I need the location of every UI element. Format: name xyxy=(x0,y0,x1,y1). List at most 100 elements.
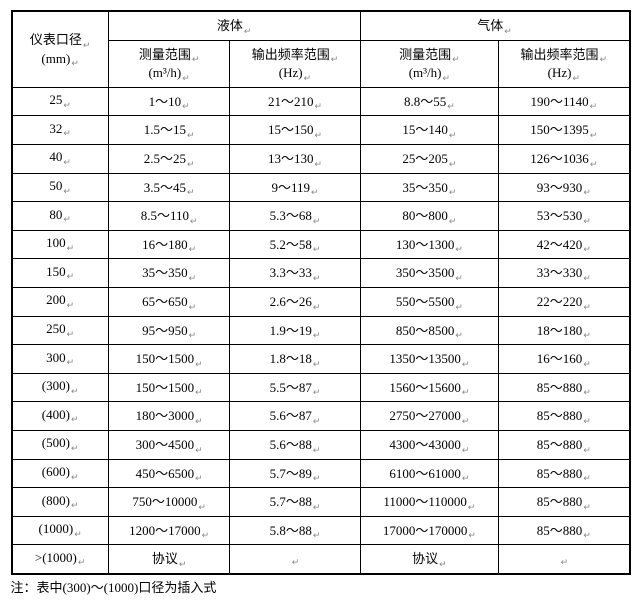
cell-liquid-range: 1～10 xyxy=(108,87,230,116)
cell-dn: (1000) xyxy=(12,516,109,545)
cell-gas-range: 350～3500 xyxy=(360,259,499,288)
header-gas-range: 测量范围 (m³/h) xyxy=(360,40,499,87)
table-row: (400)180～30005.6～872750～2700085～880 xyxy=(12,402,630,431)
cell-liquid-freq: 3.3～33 xyxy=(230,259,360,288)
table-row: 321.5～1515～15015～140150～1395 xyxy=(12,116,630,145)
table-row: 402.5～2513～13025～205126～1036 xyxy=(12,144,630,173)
table-row: 808.5～1105.3～6880～80053～530 xyxy=(12,202,630,231)
header-liquid-range: 测量范围 (m³/h) xyxy=(108,40,230,87)
cell-gas-range: 850～8500 xyxy=(360,316,499,345)
cell-dn: 250 xyxy=(12,316,109,345)
header-liquid-group: 液体 xyxy=(108,11,360,40)
cell-dn: (300) xyxy=(12,373,109,402)
cell-liquid-freq: 5.5～87 xyxy=(230,373,360,402)
cell-dn: 25 xyxy=(12,87,109,116)
cell-dn: 40 xyxy=(12,144,109,173)
cell-dn: 300 xyxy=(12,345,109,374)
cell-liquid-freq: 5.6～88 xyxy=(230,430,360,459)
cell-liquid-freq: 5.2～58 xyxy=(230,230,360,259)
cell-liquid-range: 8.5～110 xyxy=(108,202,230,231)
table-row: (600)450～65005.7～896100～6100085～880 xyxy=(12,459,630,488)
footnote: 注：表中(300)～(1000)口径为插入式 xyxy=(11,577,631,596)
cell-gas-range: 11000～110000 xyxy=(360,488,499,517)
table-row: 15035～3503.3～33350～350033～330 xyxy=(12,259,630,288)
cell-liquid-range: 300～4500 xyxy=(108,430,230,459)
table-row: 25095～9501.9～19850～850018～180 xyxy=(12,316,630,345)
table-row: 10016～1805.2～58130～130042～420 xyxy=(12,230,630,259)
cell-liquid-freq: 5.8～88 xyxy=(230,516,360,545)
cell-liquid-range: 150～1500 xyxy=(108,373,230,402)
header-gas-freq: 输出频率范围 (Hz) xyxy=(499,40,630,87)
cell-gas-freq: 150～1395 xyxy=(499,116,630,145)
table-row: 20065～6502.6～26550～550022～220 xyxy=(12,287,630,316)
cell-gas-range: 2750～27000 xyxy=(360,402,499,431)
cell-dn: >(1000) xyxy=(12,545,109,574)
header-gas-group: 气体 xyxy=(360,11,629,40)
cell-gas-freq: 16～160 xyxy=(499,345,630,374)
cell-liquid-freq: 1.9～19 xyxy=(230,316,360,345)
cell-liquid-range: 95～950 xyxy=(108,316,230,345)
cell-liquid-freq: 5.3～68 xyxy=(230,202,360,231)
cell-liquid-range: 450～6500 xyxy=(108,459,230,488)
cell-liquid-range: 35～350 xyxy=(108,259,230,288)
cell-dn: (400) xyxy=(12,402,109,431)
table-row: 503.5～459～11935～35093～930 xyxy=(12,173,630,202)
cell-liquid-range: 2.5～25 xyxy=(108,144,230,173)
cell-gas-freq: 22～220 xyxy=(499,287,630,316)
cell-liquid-range: 16～180 xyxy=(108,230,230,259)
cell-dn: (600) xyxy=(12,459,109,488)
cell-gas-range: 17000～170000 xyxy=(360,516,499,545)
cell-liquid-freq-empty xyxy=(230,545,360,574)
table-row: (800)750～100005.7～8811000～11000085～880 xyxy=(12,488,630,517)
cell-liquid-freq: 15～150 xyxy=(230,116,360,145)
cell-gas-range: 6100～61000 xyxy=(360,459,499,488)
cell-liquid-range: 3.5～45 xyxy=(108,173,230,202)
header-dn: 仪表口径 (mm) xyxy=(12,11,109,87)
cell-gas-freq: 85～880 xyxy=(499,459,630,488)
cell-liquid-merged: 协议 xyxy=(108,545,230,574)
cell-dn: 150 xyxy=(12,259,109,288)
cell-gas-freq: 53～530 xyxy=(499,202,630,231)
cell-liquid-freq: 1.8～18 xyxy=(230,345,360,374)
table-body: 251～1021～2108.8～55190～1140321.5～1515～150… xyxy=(12,87,630,574)
cell-gas-freq-empty xyxy=(499,545,630,574)
cell-gas-range: 8.8～55 xyxy=(360,87,499,116)
cell-gas-range: 550～5500 xyxy=(360,287,499,316)
cell-liquid-freq: 5.6～87 xyxy=(230,402,360,431)
table-row: 300150～15001.8～181350～1350016～160 xyxy=(12,345,630,374)
cell-gas-freq: 126～1036 xyxy=(499,144,630,173)
cell-gas-freq: 42～420 xyxy=(499,230,630,259)
cell-gas-range: 4300～43000 xyxy=(360,430,499,459)
header-dn-line1: 仪表口径 xyxy=(30,32,91,47)
header-liquid-freq: 输出频率范围 (Hz) xyxy=(230,40,360,87)
cell-liquid-freq: 13～130 xyxy=(230,144,360,173)
cell-liquid-freq: 5.7～89 xyxy=(230,459,360,488)
cell-gas-range: 35～350 xyxy=(360,173,499,202)
cell-gas-freq: 85～880 xyxy=(499,373,630,402)
cell-gas-freq: 18～180 xyxy=(499,316,630,345)
cell-dn: 32 xyxy=(12,116,109,145)
cell-gas-freq: 85～880 xyxy=(499,488,630,517)
cell-gas-range: 130～1300 xyxy=(360,230,499,259)
table-row: (300)150～15005.5～871560～1560085～880 xyxy=(12,373,630,402)
cell-gas-range: 1560～15600 xyxy=(360,373,499,402)
table-row: 251～1021～2108.8～55190～1140 xyxy=(12,87,630,116)
cell-liquid-freq: 5.7～88 xyxy=(230,488,360,517)
cell-dn: (800) xyxy=(12,488,109,517)
cell-gas-freq: 85～880 xyxy=(499,430,630,459)
table-header: 仪表口径 (mm) 液体 气体 测量范围 (m³/h) 输出频率范围 (Hz) … xyxy=(12,11,630,87)
table-row: (1000)1200～170005.8～8817000～17000085～880 xyxy=(12,516,630,545)
cell-dn: 80 xyxy=(12,202,109,231)
cell-liquid-freq: 21～210 xyxy=(230,87,360,116)
cell-liquid-range: 1200～17000 xyxy=(108,516,230,545)
cell-gas-range: 1350～13500 xyxy=(360,345,499,374)
cell-gas-freq: 85～880 xyxy=(499,402,630,431)
cell-gas-merged: 协议 xyxy=(360,545,499,574)
cell-liquid-range: 750～10000 xyxy=(108,488,230,517)
cell-liquid-range: 180～3000 xyxy=(108,402,230,431)
cell-liquid-range: 1.5～15 xyxy=(108,116,230,145)
cell-liquid-freq: 9～119 xyxy=(230,173,360,202)
cell-dn: (500) xyxy=(12,430,109,459)
cell-dn: 100 xyxy=(12,230,109,259)
cell-gas-freq: 33～330 xyxy=(499,259,630,288)
